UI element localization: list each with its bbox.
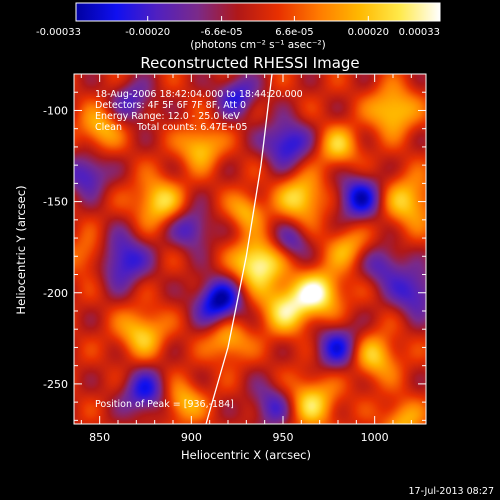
y-tick-label: -150 [43,196,68,209]
colorbar-tick-label: -0.00020 [125,27,170,38]
info-line-clean: Clean Total counts: 6.47E+05 [95,122,247,133]
colorbar-tick-label: 0.00020 [348,27,389,38]
chart-title: Reconstructed RHESSI Image [140,54,359,72]
plot-area: 850 900 950 1000 -250 -200 -150 -100 18-Aug-200… [43,73,427,444]
axis-ticks: 850 900 950 1000 -250 -200 -150 -100 [43,73,426,444]
info-line-detectors: Detectors: 4F 5F 6F 7F 8F, Att 0 [95,100,246,111]
info-annotation: 18-Aug-2006 18:42:04.000 to 18:44:20.000… [95,89,303,133]
timestamp: 17-Jul-2013 08:27 [408,486,494,497]
colorbar-tick-label: 6.6e-05 [275,27,313,38]
x-tick-label: 1000 [361,431,389,444]
colorbar-tick-label: 0.00033 [399,27,440,38]
plot-frame [73,73,427,425]
solar-limb-curve [205,74,273,424]
info-line-time: 18-Aug-2006 18:42:04.000 to 18:44:20.000 [95,89,303,100]
colorbar-tick-label: -6.6e-05 [201,27,243,38]
x-axis-label: Heliocentric X (arcsec) [181,448,311,462]
colorbar-units-label: (photons cm⁻² s⁻¹ asec⁻²) [190,39,325,51]
y-axis-label: Heliocentric Y (arcsec) [14,185,28,314]
peak-position-label: Position of Peak = [936,-184] [95,399,234,410]
heatmap-image [74,74,426,424]
x-tick-label: 950 [273,431,294,444]
info-line-energy: Energy Range: 12.0 - 25.0 keV [95,111,240,122]
colorbar-tick-label: -0.00033 [36,27,81,38]
x-tick-label: 850 [89,431,110,444]
y-tick-label: -200 [43,287,68,300]
colorbar-gradient [76,3,440,21]
y-tick-label: -250 [43,378,68,391]
colorbar-frame [75,2,441,22]
y-tick-label: -100 [43,104,68,117]
x-tick-label: 900 [181,431,202,444]
colorbar-ticks: -0.00033 -0.00020 -6.6e-05 6.6e-05 0.00020 0.… [36,16,441,38]
colorbar: -0.00033 -0.00020 -6.6e-05 6.6e-05 0.00020 0.… [36,2,441,51]
